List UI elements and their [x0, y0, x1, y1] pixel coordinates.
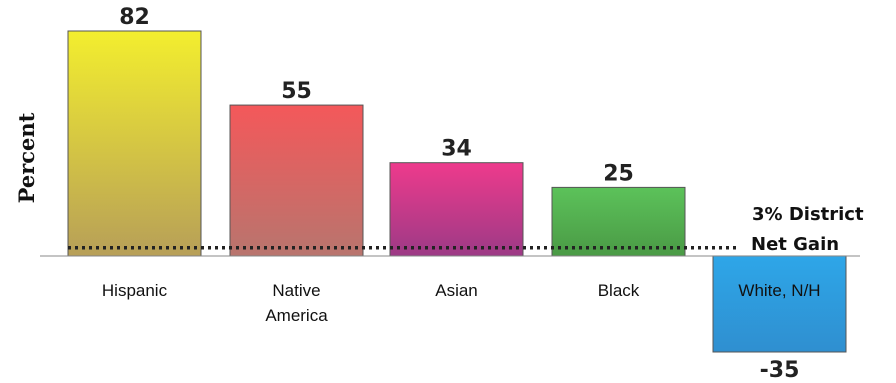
value-label-native-america: 55: [281, 79, 312, 104]
value-label-black: 25: [603, 161, 634, 186]
bar-hispanic: [67, 30, 202, 257]
value-label-hispanic: 82: [119, 5, 150, 30]
bars-group: [67, 30, 847, 353]
value-label-white-n-h: -35: [760, 358, 800, 383]
bar-native-america: [229, 104, 364, 257]
bar-asian: [389, 162, 524, 257]
bar-black: [551, 186, 686, 257]
bar-white-n-h: [712, 255, 847, 353]
category-label-hispanic: Hispanic: [102, 281, 168, 300]
value-labels-group: 82 55 34 25 -35: [119, 5, 799, 383]
category-label-asian: Asian: [435, 281, 478, 300]
category-labels-group: Hispanic Native America Asian Black White, N/…: [102, 281, 821, 325]
value-label-asian: 34: [441, 137, 472, 162]
category-label-white-n-h: White, N/H: [738, 281, 820, 300]
reference-line-label: 3% District Net Gain: [751, 204, 864, 255]
category-label-native-america: Native America: [265, 281, 328, 325]
category-label-black: Black: [598, 281, 640, 300]
y-axis-title: Percent: [14, 112, 39, 203]
